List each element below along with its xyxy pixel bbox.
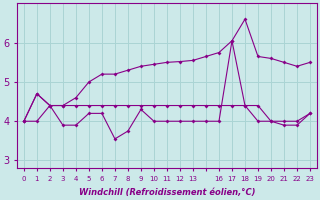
X-axis label: Windchill (Refroidissement éolien,°C): Windchill (Refroidissement éolien,°C) [79,188,255,197]
